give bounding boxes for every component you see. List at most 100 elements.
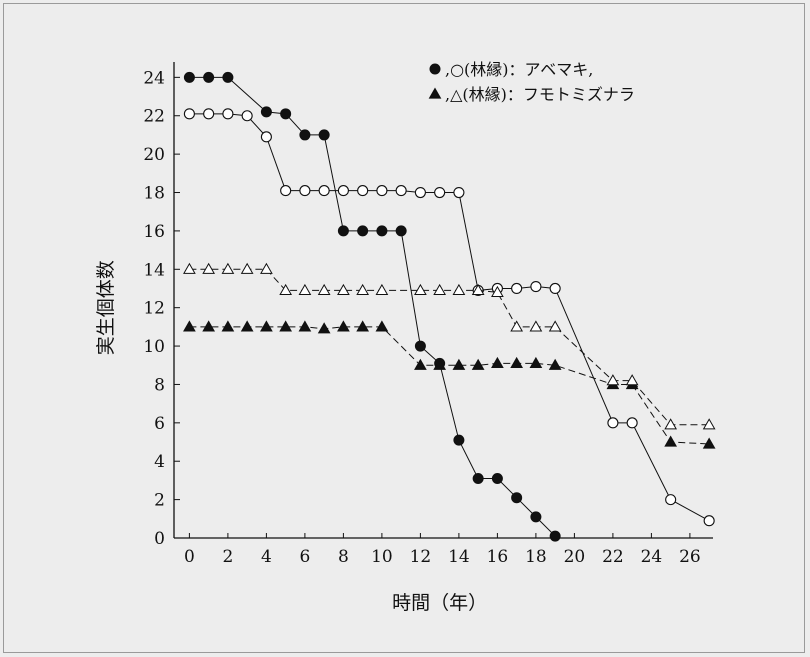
data-point <box>452 283 466 296</box>
series-line <box>189 268 710 426</box>
y-tick-label: 16 <box>143 222 165 242</box>
series-filled-circle <box>183 71 561 542</box>
data-point <box>433 358 447 370</box>
y-tick-label: 6 <box>154 414 165 434</box>
data-point <box>298 283 312 296</box>
data-point <box>260 131 272 143</box>
data-point <box>471 358 485 370</box>
data-point <box>357 185 369 197</box>
data-point <box>202 320 216 332</box>
data-point <box>414 283 427 296</box>
data-point <box>376 185 388 197</box>
data-point <box>221 262 235 274</box>
legend-symbol <box>429 63 441 75</box>
data-point <box>240 262 254 274</box>
x-tick-label: 0 <box>184 547 195 567</box>
data-point <box>471 283 485 296</box>
data-point <box>453 434 465 446</box>
data-point <box>414 340 426 352</box>
legend: ,○(林縁)：アベマキ, ,△(林縁)：フモトミズナラ <box>428 60 635 104</box>
data-point <box>279 320 293 332</box>
data-point <box>606 374 620 386</box>
data-point <box>337 320 350 332</box>
data-point <box>626 417 638 429</box>
data-point <box>665 494 677 506</box>
data-point <box>511 282 523 295</box>
data-point <box>298 320 312 332</box>
data-point <box>317 322 331 334</box>
data-point <box>453 186 465 199</box>
x-tick-label: 18 <box>525 547 547 567</box>
data-point <box>548 358 562 370</box>
data-point <box>356 320 370 332</box>
data-point <box>414 358 427 370</box>
series-line <box>189 113 710 522</box>
data-point <box>510 320 524 332</box>
data-point <box>375 320 389 332</box>
data-point <box>530 511 542 523</box>
data-point <box>491 473 503 484</box>
data-point <box>549 530 561 542</box>
y-tick-label: 12 <box>143 299 165 319</box>
data-point <box>279 283 293 296</box>
legend-symbol <box>428 87 442 99</box>
data-point <box>299 129 311 141</box>
data-point <box>183 262 196 274</box>
data-point <box>280 185 292 197</box>
legend-entry: ,△(林縁)：フモトミズナラ <box>428 85 635 104</box>
x-tick-label: 2 <box>222 547 233 567</box>
data-point <box>260 262 273 274</box>
data-point <box>510 356 524 368</box>
series-open-circle <box>183 108 715 527</box>
data-point <box>222 108 234 120</box>
x-tick-label: 22 <box>602 547 624 567</box>
legend-label: ,△(林縁)：フモトミズナラ <box>445 85 635 104</box>
y-tick-label: 2 <box>154 491 165 511</box>
y-tick-label: 14 <box>143 260 165 280</box>
x-tick-label: 8 <box>338 547 349 567</box>
x-tick-label: 12 <box>410 547 432 567</box>
y-tick-label: 0 <box>154 529 165 549</box>
data-point <box>452 358 466 370</box>
data-point <box>241 110 253 122</box>
y-tick-label: 10 <box>143 337 165 357</box>
data-point <box>703 515 715 527</box>
x-axis-title: 時間（年） <box>392 592 487 614</box>
data-point <box>414 186 426 199</box>
x-tick-label: 6 <box>299 547 310 567</box>
series-layer <box>183 71 716 542</box>
figure-frame <box>3 3 805 653</box>
data-point <box>702 418 716 430</box>
data-point <box>529 320 543 332</box>
x-tick-label: 16 <box>487 547 509 567</box>
data-point <box>357 225 369 237</box>
data-point <box>607 417 619 429</box>
y-tick-label: 4 <box>154 452 165 472</box>
y-tick-label: 8 <box>154 375 165 395</box>
y-axis-title: 実生個体数 <box>95 260 117 355</box>
y-tick-label: 22 <box>143 107 165 127</box>
data-point <box>530 281 542 293</box>
data-point <box>280 108 292 120</box>
data-point <box>203 108 215 120</box>
data-point <box>529 356 543 368</box>
data-point <box>376 225 388 237</box>
data-point <box>702 437 716 449</box>
data-point <box>337 283 350 296</box>
data-point <box>183 320 196 332</box>
data-point <box>240 320 254 332</box>
series-open-triangle <box>183 262 716 430</box>
x-tick-label: 24 <box>641 547 663 567</box>
data-point <box>299 185 311 197</box>
data-point <box>511 492 523 504</box>
data-point <box>318 129 330 141</box>
y-tick-label: 24 <box>143 68 165 88</box>
data-point <box>491 356 504 368</box>
data-point <box>337 185 349 197</box>
y-tick-label: 20 <box>143 145 165 165</box>
data-point <box>202 262 216 274</box>
x-tick-label: 26 <box>679 547 701 567</box>
data-point <box>203 71 215 83</box>
